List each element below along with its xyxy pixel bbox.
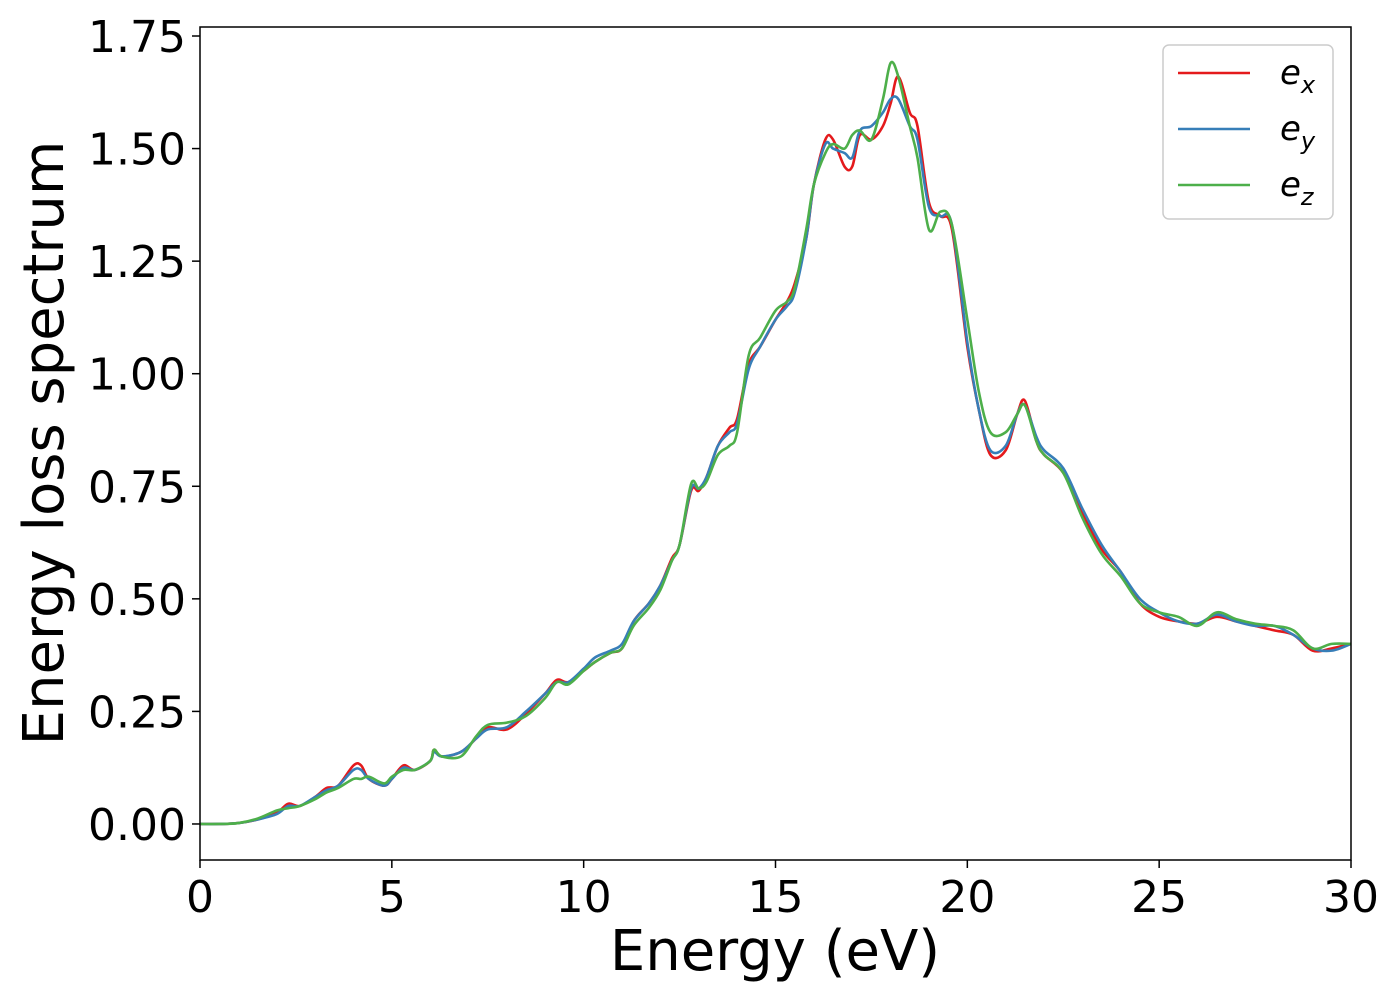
x-tick-label: 15 <box>748 872 804 923</box>
y-tick-label: 1.75 <box>88 12 186 63</box>
y-tick-label: 0.50 <box>88 575 186 626</box>
x-tick-label: 20 <box>939 872 995 923</box>
y-axis-label: Energy loss spectrum <box>12 141 77 746</box>
y-tick-label: 1.00 <box>88 350 186 401</box>
legend-entries: ex ey ez <box>1178 53 1316 211</box>
x-tick-label: 5 <box>378 872 406 923</box>
legend-label-z: ez <box>1280 165 1315 211</box>
y-tick-label: 1.50 <box>88 125 186 176</box>
x-tick-label: 30 <box>1323 872 1379 923</box>
x-axis-label: Energy (eV) <box>610 919 940 984</box>
x-axis-ticks: 0 5 10 15 20 25 30 <box>186 860 1379 923</box>
y-tick-label: 0.00 <box>88 800 186 851</box>
series-layer <box>200 60 1351 826</box>
series-line-z <box>200 60 1351 826</box>
y-axis-ticks: 0.00 0.25 0.50 0.75 1.00 1.25 1.50 1.75 <box>88 12 200 851</box>
legend-label-y: ey <box>1280 109 1316 155</box>
y-tick-label: 0.75 <box>88 462 186 513</box>
y-tick-label: 1.25 <box>88 237 186 288</box>
x-tick-label: 0 <box>186 872 214 923</box>
x-tick-label: 10 <box>556 872 612 923</box>
legend: ex ey ez <box>1162 44 1334 220</box>
legend-label-x: ex <box>1280 53 1316 99</box>
x-tick-label: 25 <box>1131 872 1187 923</box>
y-tick-label: 0.25 <box>88 687 186 738</box>
legend-box <box>1162 44 1334 220</box>
